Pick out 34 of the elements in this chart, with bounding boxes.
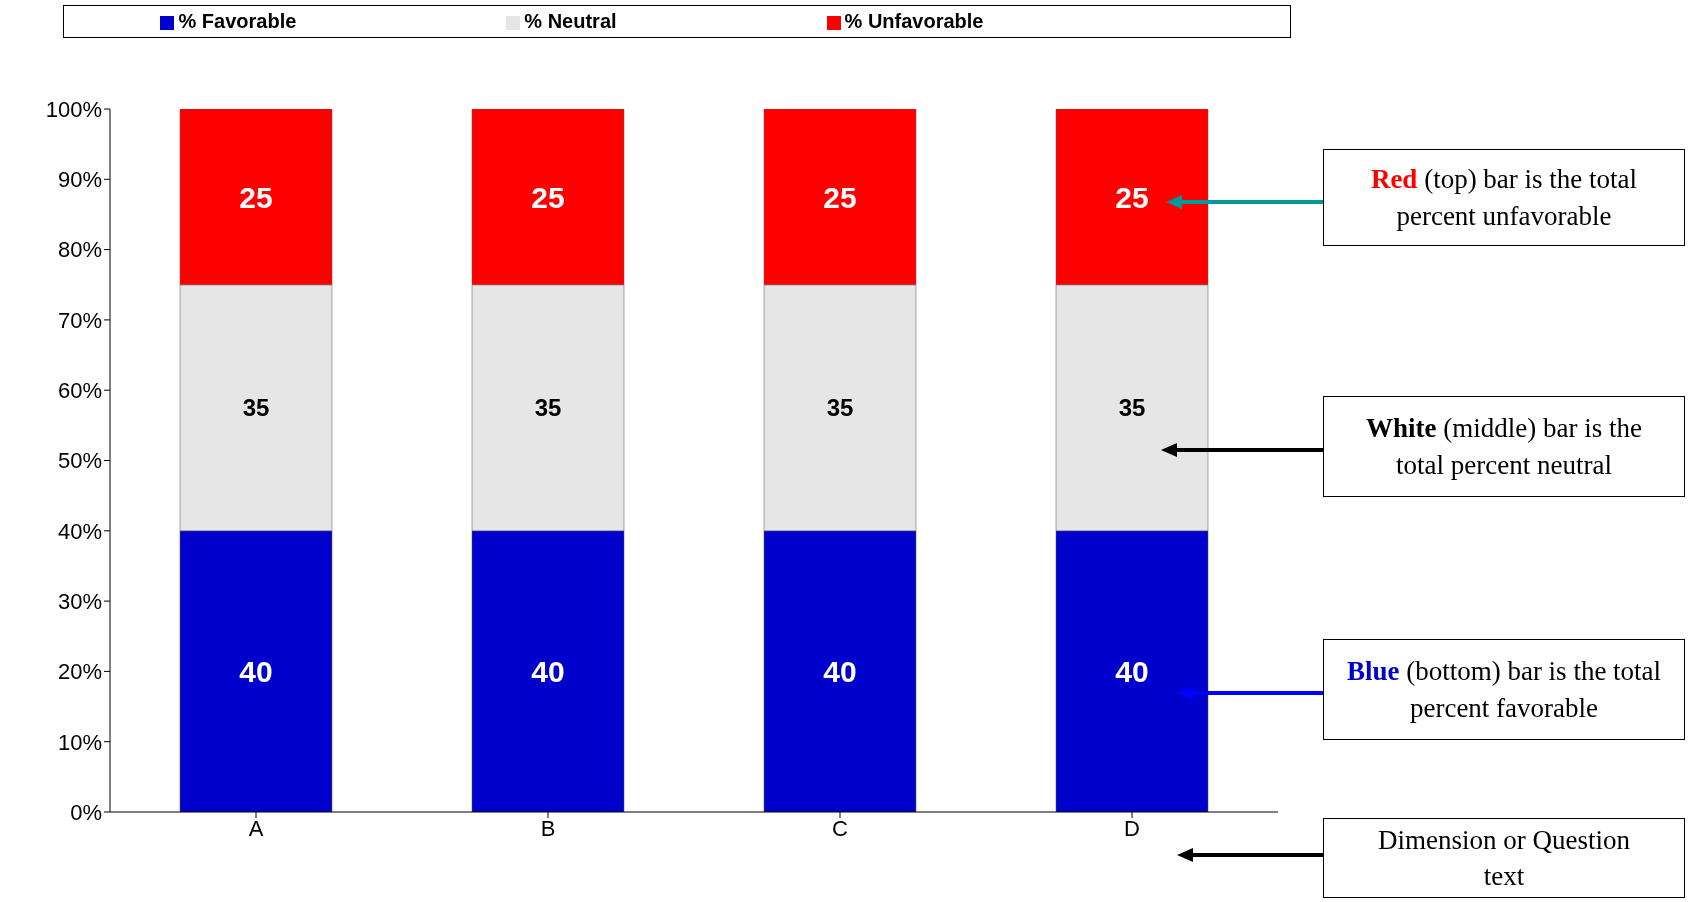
data-label: 40 (823, 655, 857, 689)
x-tick-label: C (832, 815, 849, 841)
y-tick-label: 30% (57, 588, 102, 614)
y-tick-label: 100% (45, 96, 102, 122)
legend-label: % Neutral (524, 10, 617, 32)
legend-label: % Favorable (178, 10, 297, 32)
text: White (middle) bar is the total percent neutral (1365, 412, 1643, 482)
data-label: 35 (1118, 394, 1146, 422)
data-label: 40 (531, 655, 565, 689)
y-tick-label: 0% (70, 799, 102, 825)
data-label: 35 (534, 394, 562, 422)
data-label: 25 (823, 180, 857, 214)
text: Red (top) bar is the total percent unfavorable (1369, 163, 1639, 233)
data-label: 40 (1115, 655, 1149, 689)
y-tick-label: 60% (57, 378, 102, 404)
y-tick-label: 90% (57, 167, 102, 193)
data-label: 35 (826, 394, 854, 422)
y-tick-label: 10% (57, 729, 102, 755)
data-label: 25 (1115, 180, 1149, 214)
y-tick-label: 20% (57, 659, 102, 685)
data-label: 40 (239, 655, 273, 689)
y-tick-label: 70% (57, 307, 102, 333)
legend-label: % Unfavorable (844, 10, 984, 32)
x-tick-label: A (248, 815, 264, 841)
text: Blue (bottom) bar is the total percent favorable (1345, 655, 1663, 725)
text: Dimension or Question text (1377, 823, 1631, 893)
data-label: 25 (239, 180, 273, 214)
data-label: 35 (242, 394, 270, 422)
y-tick-label: 50% (57, 448, 102, 474)
data-label: 25 (531, 180, 565, 214)
y-tick-label: 80% (57, 237, 102, 263)
y-tick-label: 40% (57, 518, 102, 544)
x-tick-label: B (540, 815, 556, 841)
x-tick-label: D (1124, 815, 1140, 841)
